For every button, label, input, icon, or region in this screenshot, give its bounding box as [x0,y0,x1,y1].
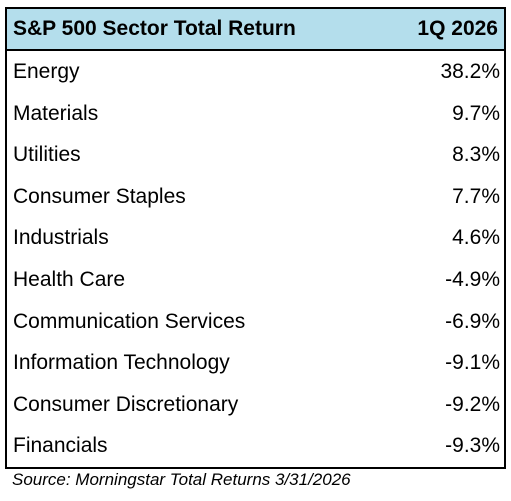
sector-label: Communication Services [13,309,246,333]
sector-return-value: -9.3% [445,434,500,458]
sector-label: Utilities [13,143,81,167]
table-row: Information Technology -9.1% [7,342,504,384]
sector-label: Health Care [13,267,126,291]
sector-return-value: -4.9% [445,267,500,291]
sector-return-table: S&P 500 Sector Total Return 1Q 2026 Ener… [5,7,506,469]
table-row: Utilities 8.3% [7,134,504,176]
sector-return-value: -6.9% [445,309,500,333]
sector-return-value: -9.1% [445,351,500,375]
sector-return-value: 7.7% [452,184,500,208]
sector-label: Consumer Discretionary [13,392,239,416]
period-header: 1Q 2026 [417,17,498,40]
table-row: Health Care -4.9% [7,259,504,301]
table-header: S&P 500 Sector Total Return 1Q 2026 [7,9,504,51]
table-row: Materials 9.7% [7,93,504,135]
table-title: S&P 500 Sector Total Return [13,17,296,40]
sector-label: Industrials [13,226,109,250]
sector-return-value: -9.2% [445,392,500,416]
sector-label: Consumer Staples [13,184,186,208]
table-row: Industrials 4.6% [7,217,504,259]
table-row: Energy 38.2% [7,51,504,93]
sector-return-value: 8.3% [452,143,500,167]
sector-label: Information Technology [13,351,230,375]
table-row: Consumer Staples 7.7% [7,176,504,218]
table-row: Financials -9.3% [7,425,504,467]
table-body: Energy 38.2% Materials 9.7% Utilities 8.3% Con… [7,51,504,467]
sector-return-value: 4.6% [452,226,500,250]
sector-return-value: 9.7% [452,101,500,125]
sector-return-value: 38.2% [440,60,500,83]
table-row: Communication Services -6.9% [7,301,504,343]
sector-label: Energy [13,60,80,83]
sector-label: Financials [13,434,108,458]
source-note: Source: Morningstar Total Returns 3/31/2… [12,470,351,489]
sector-label: Materials [13,101,99,125]
table-row: Consumer Discretionary -9.2% [7,384,504,426]
